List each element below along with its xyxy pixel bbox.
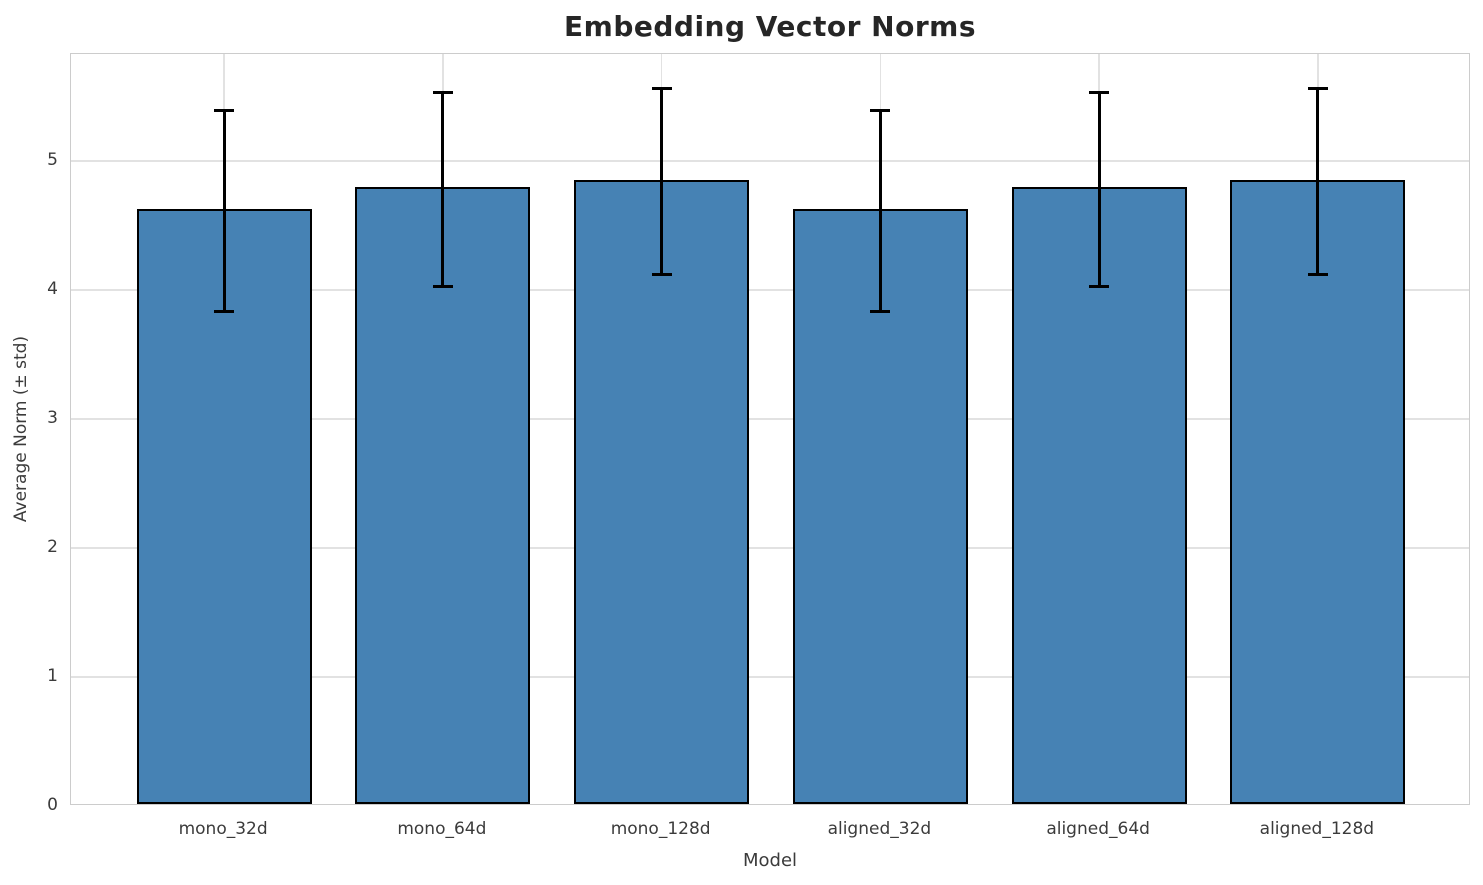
error-bar-line <box>1097 92 1101 287</box>
y-axis-label: Average Norm (± std) <box>11 335 31 523</box>
y-tick-label: 1 <box>47 666 58 686</box>
x-tick-label: mono_64d <box>397 819 487 839</box>
error-bar-cap <box>870 109 891 113</box>
x-axis-label: Model <box>742 850 798 871</box>
y-tick-label: 3 <box>47 408 58 429</box>
x-tick-label: mono_128d <box>610 819 711 839</box>
horizontal-gridline <box>71 160 1469 162</box>
error-bar-cap <box>432 284 453 288</box>
horizontal-gridline <box>71 289 1469 291</box>
x-tick-label: aligned_128d <box>1259 819 1375 839</box>
chart-title: Embedding Vector Norms <box>564 10 976 43</box>
error-bar-cap <box>214 310 235 314</box>
y-tick-label: 5 <box>47 150 58 171</box>
error-bar-cap <box>1089 284 1110 288</box>
x-tick-label: mono_32d <box>178 819 268 839</box>
plot-area <box>70 53 1470 805</box>
error-bar-cap <box>870 310 891 314</box>
error-bar-cap <box>1089 91 1110 95</box>
error-bar-line <box>660 88 664 275</box>
error-bar-line <box>878 110 882 312</box>
bar <box>355 187 531 804</box>
error-bar-cap <box>214 109 235 113</box>
bar <box>574 179 750 804</box>
error-bar-line <box>222 110 226 312</box>
y-tick-label: 2 <box>47 537 58 558</box>
y-tick-label: 0 <box>47 795 58 815</box>
horizontal-gridline <box>71 418 1469 420</box>
error-bar-cap <box>651 87 672 91</box>
bar <box>1230 179 1406 804</box>
y-tick-label: 4 <box>47 279 58 300</box>
bar <box>1011 187 1187 804</box>
error-bar-cap <box>432 91 453 95</box>
error-bar-line <box>441 92 445 287</box>
horizontal-gridline <box>71 547 1469 549</box>
error-bar-cap <box>651 273 672 277</box>
error-bar-line <box>1316 88 1320 275</box>
horizontal-gridline <box>71 676 1469 678</box>
x-tick-label: aligned_64d <box>1046 819 1150 839</box>
error-bar-cap <box>1307 87 1328 91</box>
error-bar-cap <box>1307 273 1328 277</box>
x-tick-label: aligned_32d <box>827 819 932 839</box>
